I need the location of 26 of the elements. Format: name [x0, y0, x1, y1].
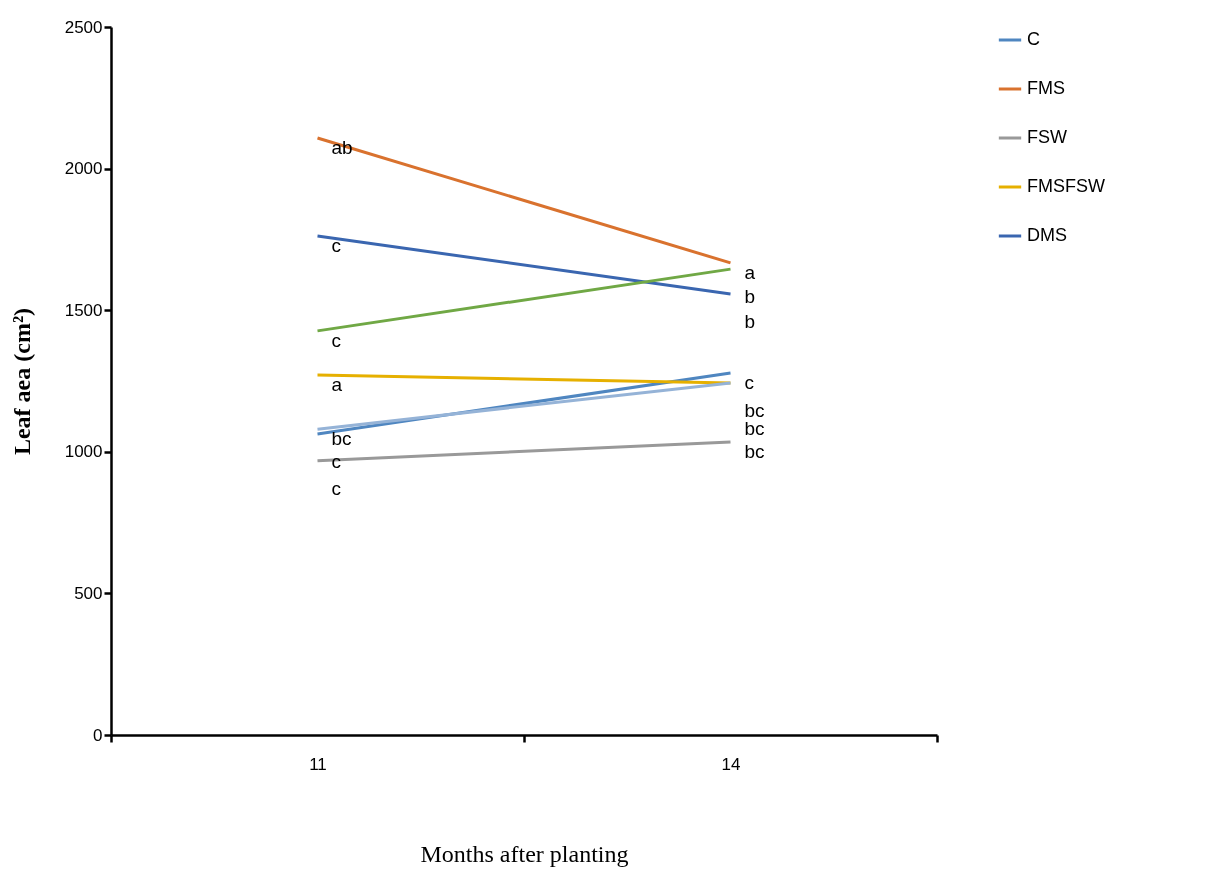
annotation: b — [744, 311, 756, 333]
annotation: c — [331, 329, 341, 351]
y-tick-label: 2000 — [64, 159, 103, 179]
annotation: a — [331, 374, 343, 396]
x-tick-label: 14 — [721, 754, 741, 774]
annotation: b — [744, 286, 756, 308]
y-axis-title: Leaf aea (cm²) — [8, 307, 35, 456]
y-tick-label: 1000 — [64, 442, 103, 462]
annotation: c — [331, 235, 341, 256]
x-tick-label: 11 — [309, 754, 327, 774]
x-axis-title: Months after planting — [420, 840, 629, 867]
y-tick-label: 2500 — [64, 17, 103, 37]
annotation: bc — [744, 440, 765, 462]
legend-label: C — [1027, 29, 1040, 49]
annotation: bc — [331, 428, 352, 450]
y-tick-label: 500 — [74, 583, 103, 603]
annotation: c — [331, 477, 341, 499]
annotation: c — [331, 450, 341, 472]
legend-label: FSW — [1027, 127, 1067, 147]
annotation: c — [744, 372, 754, 394]
y-tick-label: 0 — [93, 725, 103, 745]
y-tick-label: 1500 — [64, 300, 103, 320]
legend-label: DMS — [1027, 225, 1067, 245]
legend-label: FMSFSW — [1027, 176, 1105, 196]
annotation: a — [744, 261, 756, 283]
legend-label: FMS — [1027, 78, 1065, 98]
